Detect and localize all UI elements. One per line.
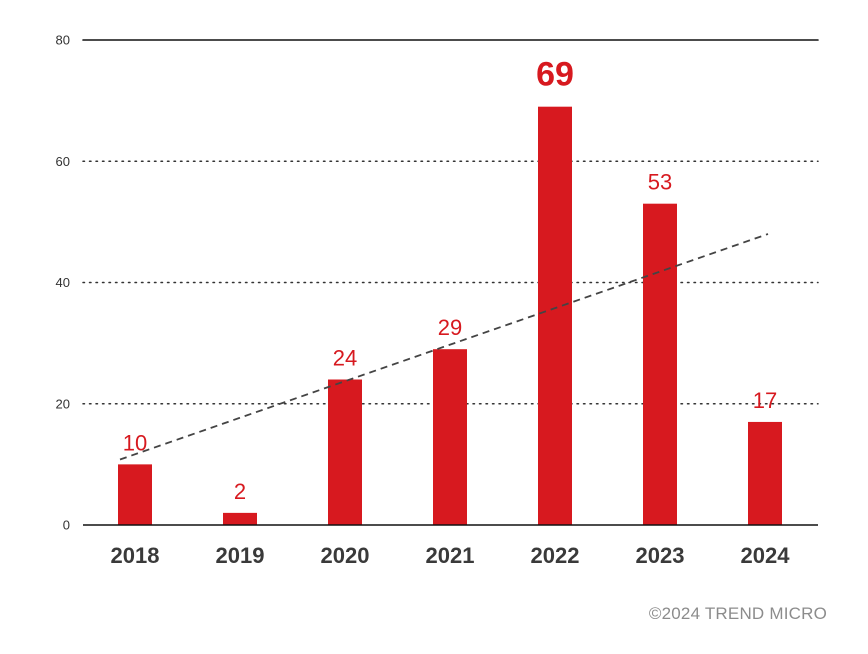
bar-2023 <box>643 203 677 525</box>
x-tick-label-2023: 2023 <box>636 543 685 568</box>
bar-chart: 0 20 40 60 80 10 2 24 29 69 53 17 2018 2019 2020 2021… <box>56 33 819 568</box>
bar-2020 <box>328 379 362 525</box>
gridlines <box>82 39 819 405</box>
y-tick-label: 0 <box>63 518 70 533</box>
trend-line <box>119 233 769 461</box>
x-tick-label-2019: 2019 <box>216 543 265 568</box>
x-axis-ticks: 2018 2019 2020 2021 2022 2023 2024 <box>111 543 791 568</box>
copyright-text: ©2024 TREND MICRO <box>648 604 827 623</box>
y-tick-label: 20 <box>56 396 70 411</box>
bar-2019 <box>223 512 257 525</box>
data-labels: 10 2 24 29 69 53 17 <box>123 56 777 504</box>
x-tick-label-2018: 2018 <box>111 543 160 568</box>
data-label-2022: 69 <box>536 56 574 94</box>
data-label-2019: 2 <box>234 479 246 504</box>
bar-2018 <box>118 464 152 525</box>
y-tick-label: 80 <box>56 33 70 48</box>
y-tick-label: 60 <box>56 154 70 169</box>
data-label-2023: 53 <box>648 170 672 195</box>
x-tick-label-2024: 2024 <box>741 543 791 568</box>
bars <box>118 106 782 525</box>
data-label-2020: 24 <box>333 346 357 371</box>
bar-2021 <box>433 349 467 525</box>
data-label-2021: 29 <box>438 315 462 340</box>
y-tick-label: 40 <box>56 275 70 290</box>
bar-2022 <box>538 106 572 525</box>
x-tick-label-2020: 2020 <box>321 543 370 568</box>
data-label-2018: 10 <box>123 430 147 455</box>
x-tick-label-2022: 2022 <box>531 543 580 568</box>
data-label-2024: 17 <box>753 388 777 413</box>
y-axis-ticks: 0 20 40 60 80 <box>56 33 70 533</box>
bar-2024 <box>748 421 782 525</box>
x-tick-label-2021: 2021 <box>426 543 475 568</box>
